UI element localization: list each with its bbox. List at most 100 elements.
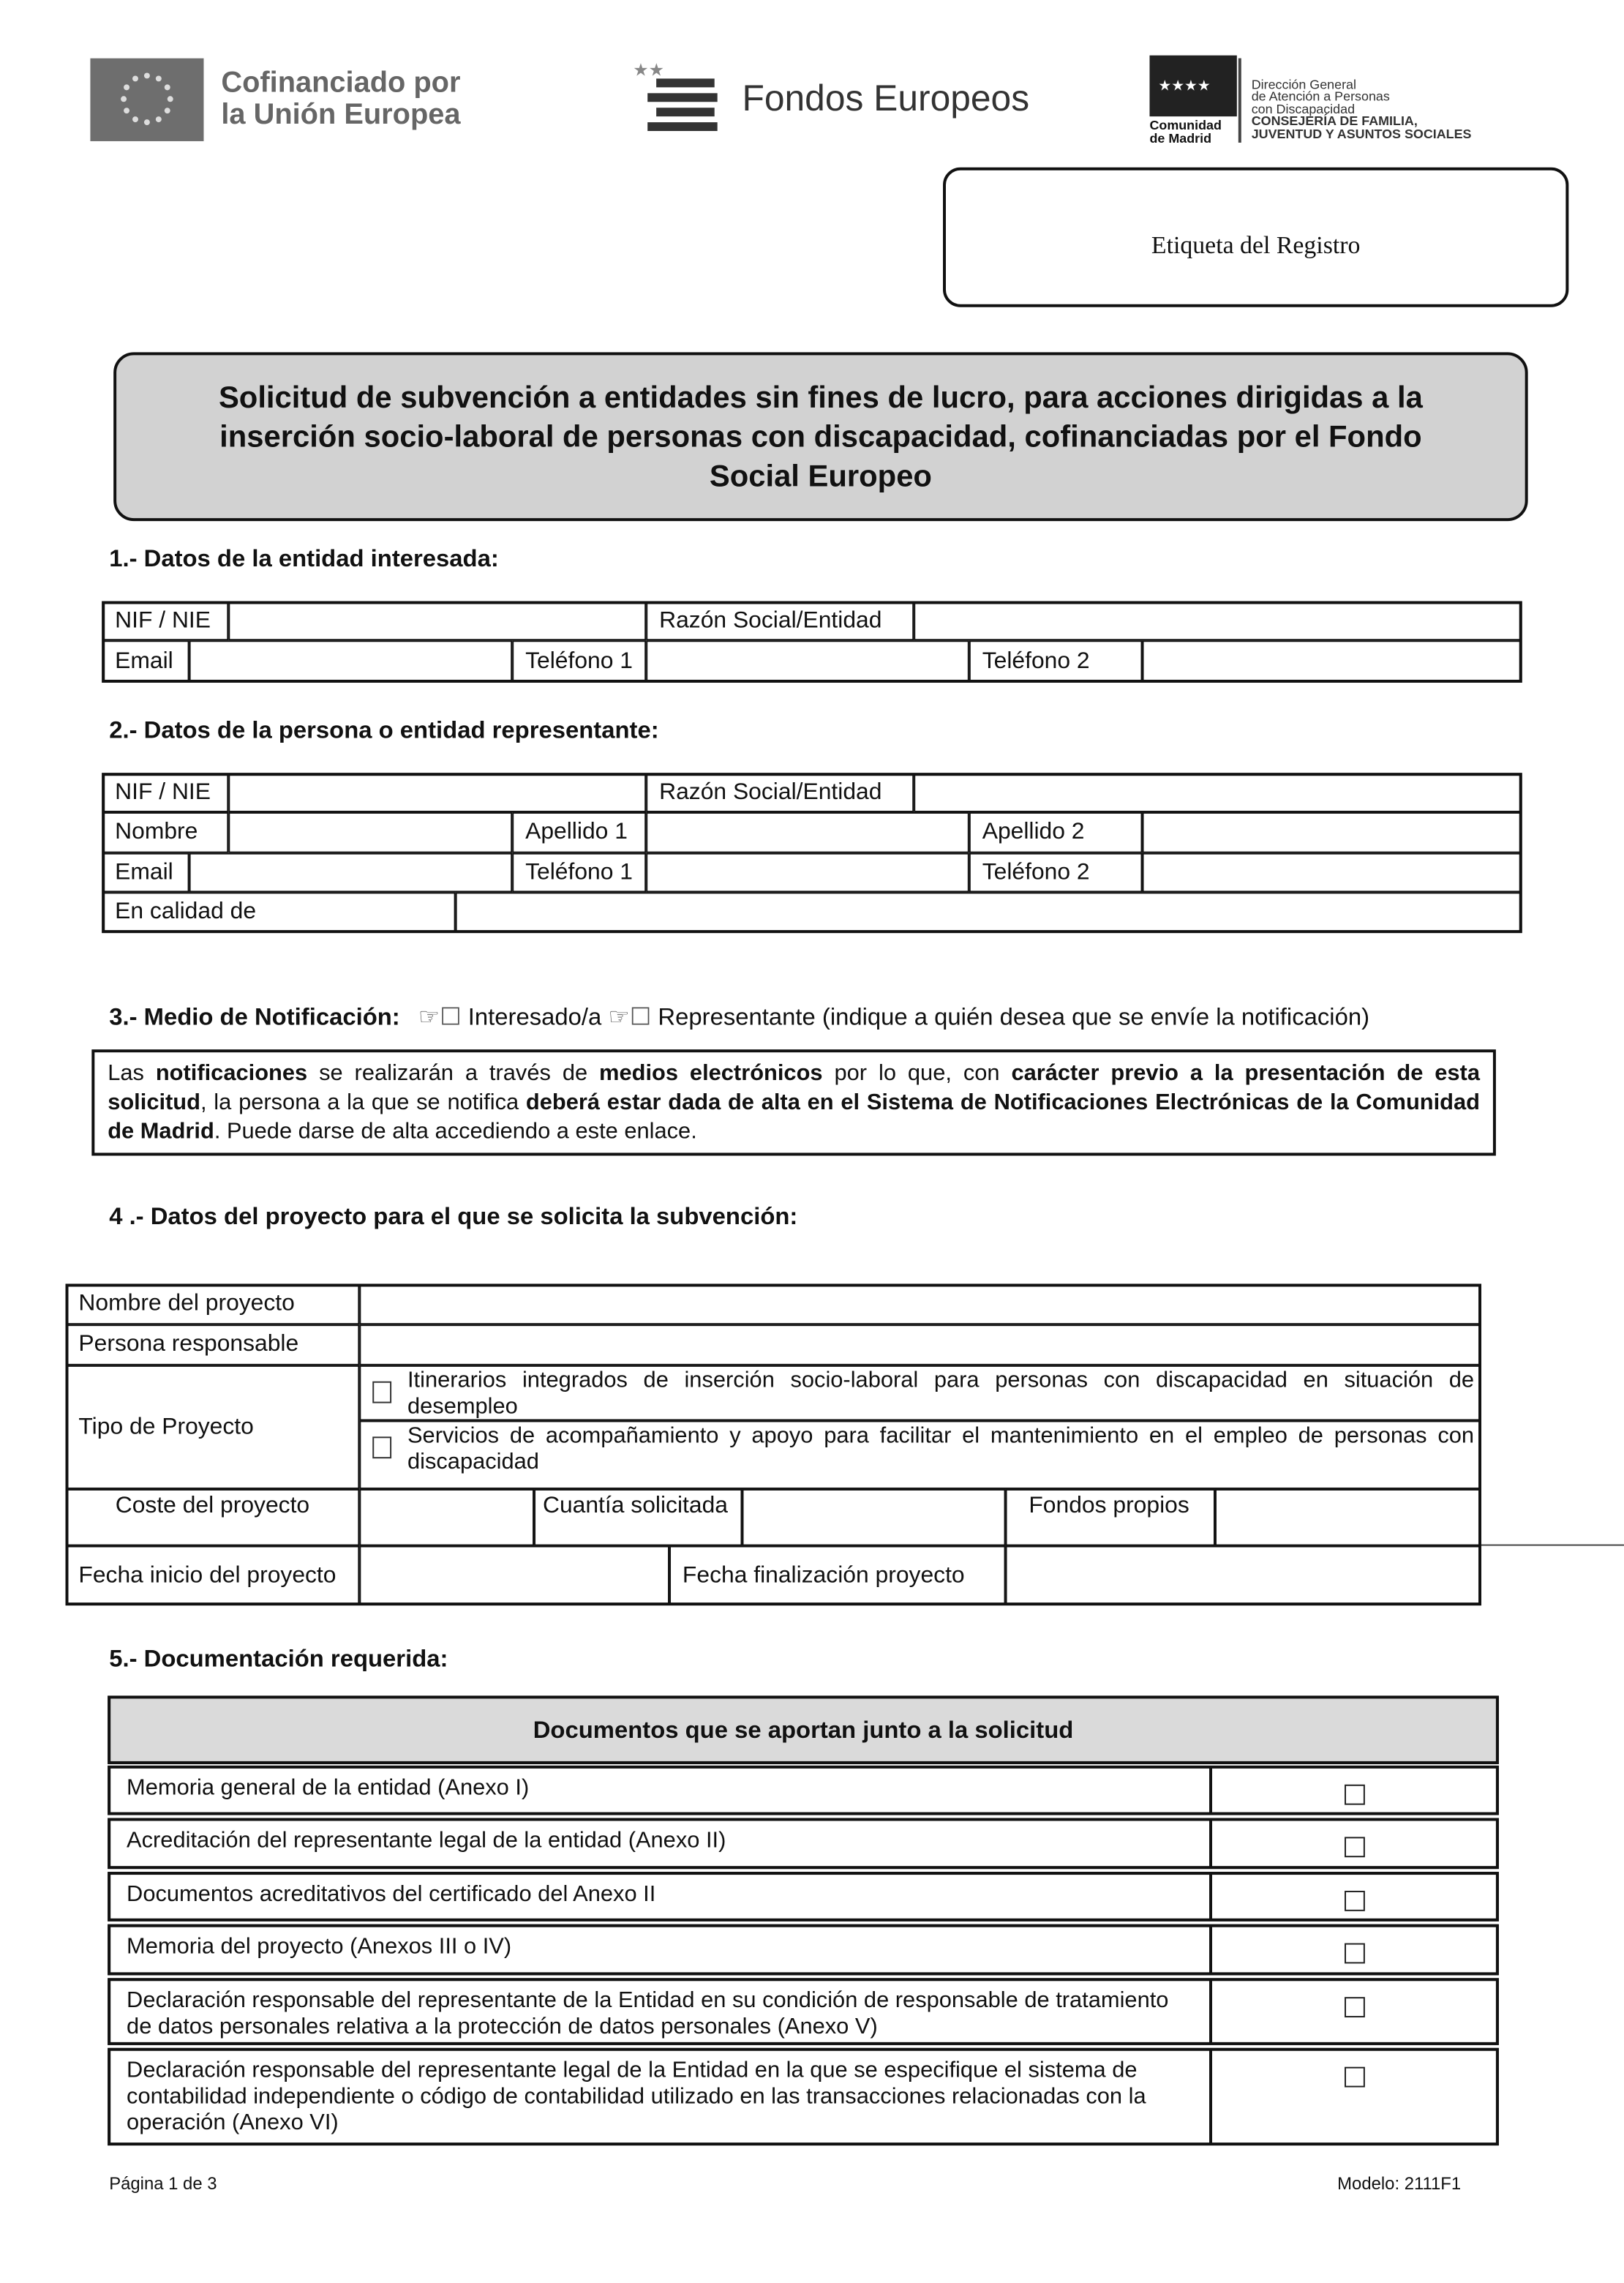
field-label: Nombre del proyecto	[65, 1283, 360, 1325]
svg-text:★★: ★★	[633, 60, 664, 80]
madrid-name-line: de Madrid	[1149, 131, 1212, 146]
project-type-option[interactable]: Itinerarios integrados de inserción soci…	[359, 1365, 1482, 1421]
notice-text: , la persona a la que se notifica	[200, 1090, 526, 1115]
registry-box: Etiqueta del Registro	[943, 167, 1569, 307]
notice-text: notificaciones	[155, 1061, 308, 1086]
field-input[interactable]	[914, 601, 1522, 641]
title-line: Social Europeo	[709, 459, 932, 493]
field-input[interactable]	[359, 1488, 535, 1546]
checkbox	[1345, 2066, 1365, 2088]
checkbox	[1345, 1837, 1365, 1858]
section-heading: 5.- Documentación requerida:	[109, 1646, 448, 1673]
notice-text: carácter previo a la presentación de est…	[108, 1061, 1480, 1115]
project-type-option[interactable]: Servicios de acompañamiento y apoyo para…	[359, 1420, 1482, 1489]
option-icon: ☞☐	[608, 1004, 652, 1031]
field-input[interactable]	[455, 892, 1522, 934]
field-input[interactable]	[914, 773, 1522, 812]
field-input[interactable]	[646, 852, 969, 893]
field-input[interactable]	[1142, 811, 1522, 853]
section-heading: 3.- Medio de Notificación:	[109, 1004, 400, 1031]
logo-divider	[1238, 58, 1241, 143]
field-input[interactable]	[1142, 852, 1522, 893]
field-label: Cuantía solicitada	[534, 1488, 743, 1546]
checkbox	[1345, 1943, 1365, 1964]
madrid-flag: ★★★★	[1149, 55, 1237, 117]
project-type-label: Itinerarios integrados de inserción soci…	[407, 1368, 1475, 1420]
field-label: Apellido 2	[969, 811, 1143, 853]
department-line: JUVENTUD Y ASUNTOS SOCIALES	[1251, 126, 1472, 141]
field-label: Tipo de Proyecto	[65, 1365, 360, 1489]
stray-line	[1481, 1544, 1624, 1546]
option[interactable]: Interesado/a	[467, 1004, 602, 1031]
field-label: En calidad de	[102, 892, 456, 934]
notice-text: se realizarán a través de	[307, 1061, 600, 1086]
notice-text: medios electrónicos	[599, 1061, 823, 1086]
field-label: Memoria del proyecto (Anexos III o IV)	[108, 1924, 1211, 1976]
svg-text:★★★★: ★★★★	[1158, 78, 1210, 94]
field-label: Documentos que se aportan junto a la sol…	[108, 1695, 1499, 1764]
field-input[interactable]	[742, 1488, 1006, 1546]
field-label: Teléfono 1	[512, 640, 647, 683]
madrid-name: Comunidad de Madrid	[1149, 119, 1221, 146]
footer-page: Página 1 de 3	[109, 2173, 217, 2194]
fondos-icon: ★★	[633, 60, 718, 132]
field-label: Fecha finalización proyecto	[669, 1545, 1006, 1606]
field-label: Email	[102, 852, 189, 893]
field-input[interactable]	[646, 640, 969, 683]
checkbox	[1345, 1784, 1365, 1805]
field-input[interactable]	[359, 1283, 1482, 1325]
document-check[interactable]	[1211, 1765, 1499, 1815]
notice-text: por lo que, con	[822, 1061, 1012, 1086]
document-check[interactable]	[1211, 2047, 1499, 2146]
field-label: Coste del proyecto	[65, 1488, 360, 1546]
field-input[interactable]	[1005, 1545, 1482, 1606]
field-label: Memoria general de la entidad (Anexo I)	[108, 1765, 1211, 1815]
registry-label: Etiqueta del Registro	[1151, 231, 1361, 260]
document-check[interactable]	[1211, 1818, 1499, 1870]
field-input[interactable]	[189, 640, 513, 683]
field-input[interactable]	[1142, 640, 1522, 683]
document-check[interactable]	[1211, 1872, 1499, 1922]
title-line: inserción socio-laboral de personas con …	[219, 419, 1422, 454]
field-label: Documentos acreditativos del certificado…	[108, 1872, 1211, 1922]
eu-logo-line: Cofinanciado por	[221, 67, 461, 100]
checkbox	[1345, 1997, 1365, 2018]
field-input[interactable]	[646, 811, 969, 853]
field-input[interactable]	[1214, 1488, 1482, 1546]
field-input[interactable]	[189, 852, 513, 893]
eu-logo-line: la Unión Europea	[221, 99, 461, 132]
field-label: Apellido 1	[512, 811, 647, 853]
field-input[interactable]	[228, 601, 647, 641]
notice-text: Las	[108, 1061, 156, 1086]
madrid-department: Dirección General de Atención a Personas c…	[1252, 78, 1472, 140]
title-line: Solicitud de subvención a entidades sin …	[218, 380, 1423, 414]
field-input[interactable]	[359, 1324, 1482, 1365]
field-label: Fondos propios	[1005, 1488, 1215, 1546]
field-input[interactable]	[359, 1545, 670, 1606]
notice-text: deberá estar dada de alta en el Sistema …	[108, 1090, 1481, 1144]
field-label: Acreditación del representante legal de …	[108, 1818, 1211, 1870]
checkbox	[372, 1436, 392, 1459]
notice-text: . Puede darse de alta accediendo a este …	[214, 1119, 697, 1144]
document-check[interactable]	[1211, 1978, 1499, 2045]
hint: (indique a quién desea que se envíe la n…	[822, 1004, 1370, 1031]
department-line: con Discapacidad	[1251, 101, 1356, 116]
title-box: Solicitud de subvención a entidades sin …	[113, 352, 1528, 522]
section3-line: 3.- Medio de Notificación: ☞☐ Interesado…	[109, 1003, 1369, 1032]
field-input[interactable]	[228, 773, 647, 812]
section-heading: 1.- Datos de la entidad interesada:	[109, 545, 499, 572]
option[interactable]: Representante	[658, 1004, 816, 1031]
department-line: Dirección General	[1251, 77, 1356, 92]
field-label: NIF / NIE	[102, 601, 229, 641]
field-label: Email	[102, 640, 189, 683]
document-check[interactable]	[1211, 1924, 1499, 1976]
checkbox	[1345, 1890, 1365, 1911]
field-label: Fecha inicio del proyecto	[65, 1545, 360, 1606]
field-label: Razón Social/Entidad	[646, 601, 914, 641]
footer-model: Modelo: 2111F1	[1337, 2173, 1462, 2194]
section-heading: 4 .- Datos del proyecto para el que se s…	[109, 1204, 798, 1230]
field-input[interactable]	[228, 811, 513, 853]
field-label: Teléfono 2	[969, 640, 1143, 683]
